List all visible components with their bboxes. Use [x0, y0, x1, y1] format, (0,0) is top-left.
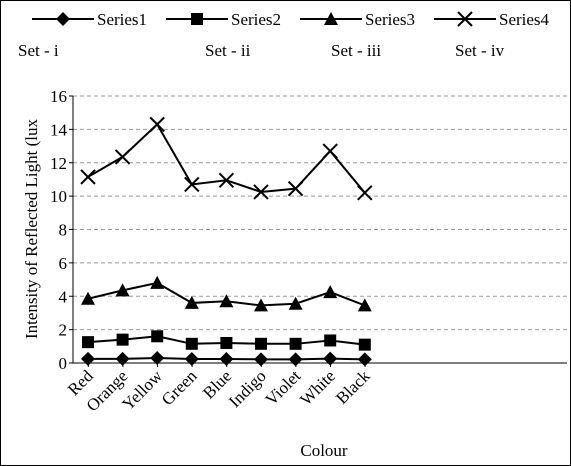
data-point	[220, 336, 233, 349]
legend-marker	[191, 13, 203, 25]
legend-entry-3: Series3	[300, 10, 415, 29]
data-point	[324, 334, 337, 347]
x-tick-label-indigo: Indigo	[225, 366, 270, 411]
legend-marker	[324, 12, 338, 25]
set-labels: Set - i Set - ii Set - iii Set - iv	[18, 41, 505, 60]
y-tick-label: 8	[59, 221, 68, 240]
x-axis-title: Colour	[300, 441, 348, 460]
legend-entry-2: Series2	[166, 10, 281, 29]
data-point	[323, 285, 338, 299]
legend-marker	[457, 11, 473, 27]
series-lines	[80, 116, 373, 367]
y-tick-label: 14	[50, 120, 68, 139]
data-point	[254, 298, 268, 312]
legend-label: Series4	[499, 10, 550, 29]
data-point	[184, 351, 199, 366]
x-tick-label-yellow: Yellow	[118, 366, 166, 414]
x-tick-label-black: Black	[332, 366, 374, 408]
series-1	[81, 350, 372, 367]
data-point	[82, 336, 94, 349]
y-tick-label: 10	[50, 187, 67, 206]
y-tick-label: 12	[50, 154, 67, 173]
series-line	[87, 122, 366, 194]
data-point	[150, 350, 165, 365]
legend-entry-1: Series1	[32, 10, 147, 29]
legend-label: Series2	[231, 10, 281, 29]
y-tick-labels: 0 2 4 6 8 10 12 14 16	[50, 87, 73, 373]
x-tick-labels: RedOrangeYellowGreenBlueIndigoVioletWhit…	[64, 363, 374, 415]
set-label: Set - ii	[205, 41, 251, 60]
y-tick-label: 0	[59, 354, 68, 373]
y-axis-title: Intensity of Reflected Light (lux	[22, 119, 41, 339]
legend-marker	[56, 12, 70, 26]
data-point	[357, 185, 373, 201]
data-point	[149, 116, 165, 133]
y-tick-label: 6	[59, 254, 68, 273]
data-point	[185, 337, 198, 350]
x-tick-label-violet: Violet	[262, 366, 305, 409]
x-tick-label-white: White	[296, 366, 339, 409]
series-2	[82, 330, 371, 351]
set-label: Set - iii	[331, 41, 381, 60]
set-label: Set - iv	[455, 41, 505, 60]
legend-label: Series1	[97, 10, 147, 29]
data-point	[219, 351, 234, 366]
data-point	[151, 330, 164, 343]
data-point	[116, 333, 129, 346]
data-point	[289, 337, 302, 350]
data-point	[357, 352, 372, 367]
y-tick-label: 4	[59, 287, 68, 306]
x-tick-label-green: Green	[158, 366, 201, 409]
y-tick-label: 16	[50, 87, 67, 106]
y-tick-label: 2	[59, 321, 68, 340]
data-point	[219, 294, 234, 308]
data-point	[288, 296, 303, 310]
data-point	[115, 351, 130, 366]
data-point	[323, 351, 338, 366]
series-3	[81, 275, 372, 312]
data-point	[253, 184, 269, 200]
data-point	[81, 351, 95, 366]
set-label: Set - i	[18, 41, 59, 60]
data-point	[114, 149, 131, 165]
data-point	[322, 143, 338, 159]
data-point	[115, 283, 130, 297]
data-point	[358, 338, 371, 351]
series-4	[80, 116, 373, 201]
data-point	[288, 352, 303, 367]
data-point	[150, 275, 165, 289]
data-point	[255, 337, 267, 350]
data-point	[81, 291, 95, 305]
data-point	[184, 176, 200, 193]
data-point	[254, 352, 268, 367]
data-point	[357, 298, 372, 312]
legend-label: Series3	[365, 10, 415, 29]
legend: Series1 Series2 Series3 Series4	[32, 10, 550, 29]
data-point	[218, 172, 235, 188]
legend-entry-4: Series4	[434, 10, 550, 29]
data-point	[184, 295, 199, 309]
data-point	[287, 180, 304, 197]
data-point	[80, 169, 96, 185]
